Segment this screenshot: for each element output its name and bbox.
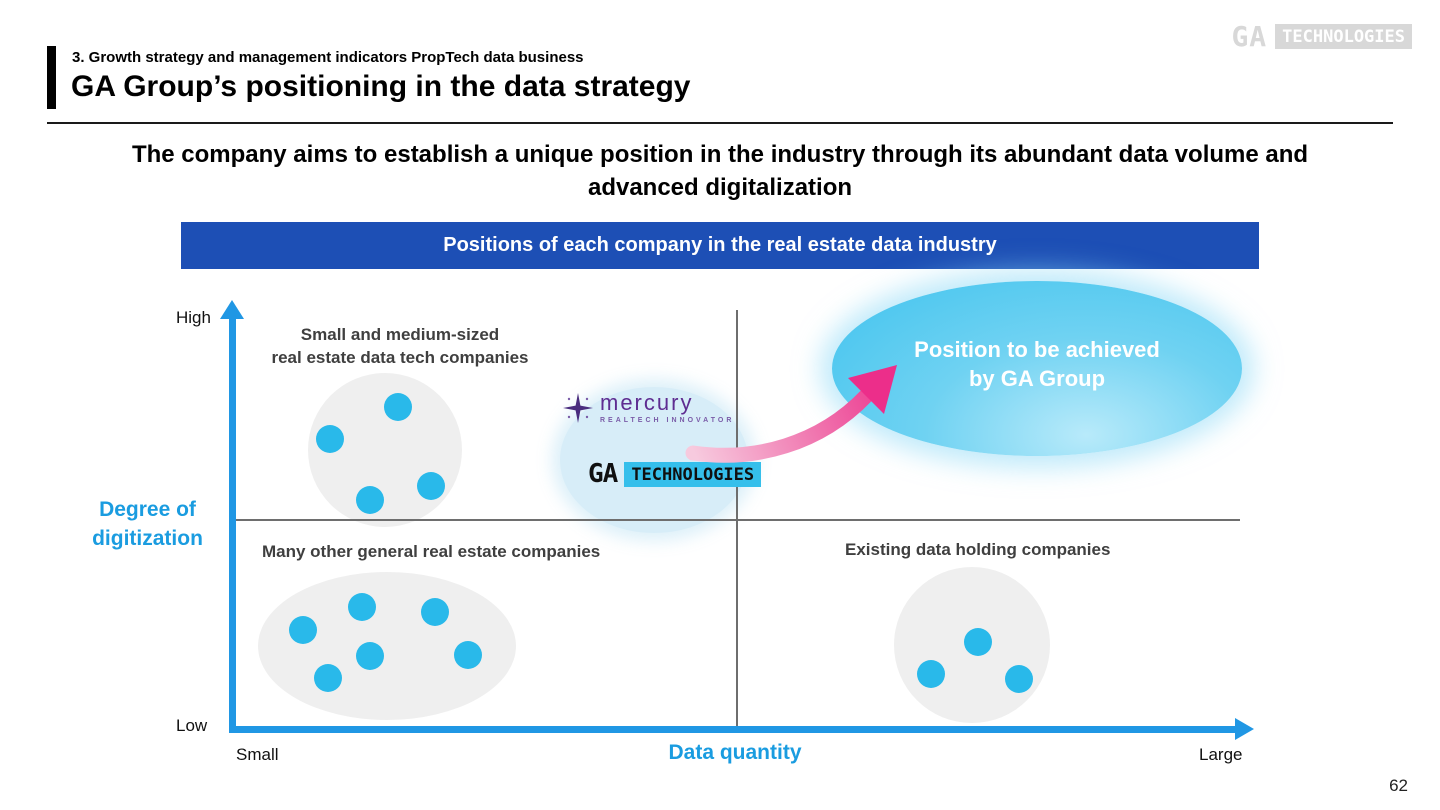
- brand-logo: GA TECHNOLOGIES: [1231, 20, 1412, 53]
- growth-arrow-icon: [685, 365, 897, 463]
- quadrant-label-general-companies: Many other general real estate companies: [262, 542, 601, 561]
- company-dot: [454, 641, 482, 669]
- y-axis-arrow-icon: [220, 300, 244, 319]
- x-axis-large-label: Large: [1199, 745, 1243, 764]
- company-dot: [421, 598, 449, 626]
- x-axis-arrow-icon: [1235, 718, 1254, 740]
- y-axis: [229, 318, 236, 733]
- x-axis-small-label: Small: [236, 745, 279, 764]
- quadrant-label-data-holders: Existing data holding companies: [845, 540, 1111, 559]
- company-dot: [356, 642, 384, 670]
- page-title: GA Group’s positioning in the data strat…: [71, 70, 691, 103]
- x-axis-title: Data quantity: [668, 741, 802, 764]
- company-dot: [316, 425, 344, 453]
- ga-technologies-logo: GA TECHNOLOGIES: [588, 459, 762, 489]
- target-position-ellipse: Position to be achieved by GA Group: [832, 281, 1242, 456]
- mercury-logo: mercury REALTECH INNOVATOR: [562, 392, 734, 424]
- mercury-tagline: REALTECH INNOVATOR: [600, 417, 735, 424]
- company-dot: [289, 616, 317, 644]
- x-axis: [229, 726, 1236, 733]
- company-dot: [384, 393, 412, 421]
- y-axis-low-label: Low: [176, 716, 208, 735]
- quadrant-label-tech-companies: Small and medium-sized real estate data …: [271, 325, 529, 367]
- ga-technologies-wordmark: TECHNOLOGIES: [624, 461, 762, 487]
- company-dot: [356, 486, 384, 514]
- header-accent-bar: [47, 46, 56, 109]
- mercury-wordmark: mercury: [600, 390, 694, 415]
- brand-technologies-wordmark: TECHNOLOGIES: [1275, 24, 1412, 49]
- chart-title-banner: Positions of each company in the real es…: [181, 222, 1259, 269]
- title-divider: [47, 122, 1393, 124]
- page-number: 62: [1389, 776, 1408, 795]
- ga-wordmark: GA: [588, 459, 618, 489]
- company-dot: [417, 472, 445, 500]
- key-message: The company aims to establish a unique p…: [131, 141, 1309, 201]
- mercury-star-icon: [563, 393, 593, 423]
- company-dot: [314, 664, 342, 692]
- vertical-divider: [736, 310, 738, 728]
- mercury-wordmark-group: mercury REALTECH INNOVATOR: [600, 390, 735, 425]
- company-dot: [348, 593, 376, 621]
- y-axis-title: Degree of digitization: [92, 498, 203, 550]
- section-label: 3. Growth strategy and management indica…: [72, 49, 584, 66]
- company-dot: [1005, 665, 1033, 693]
- brand-ga-wordmark: GA: [1231, 20, 1268, 53]
- company-dot: [964, 628, 992, 656]
- y-axis-high-label: High: [176, 308, 211, 327]
- target-position-label: Position to be achieved by GA Group: [914, 336, 1160, 391]
- company-dot: [917, 660, 945, 688]
